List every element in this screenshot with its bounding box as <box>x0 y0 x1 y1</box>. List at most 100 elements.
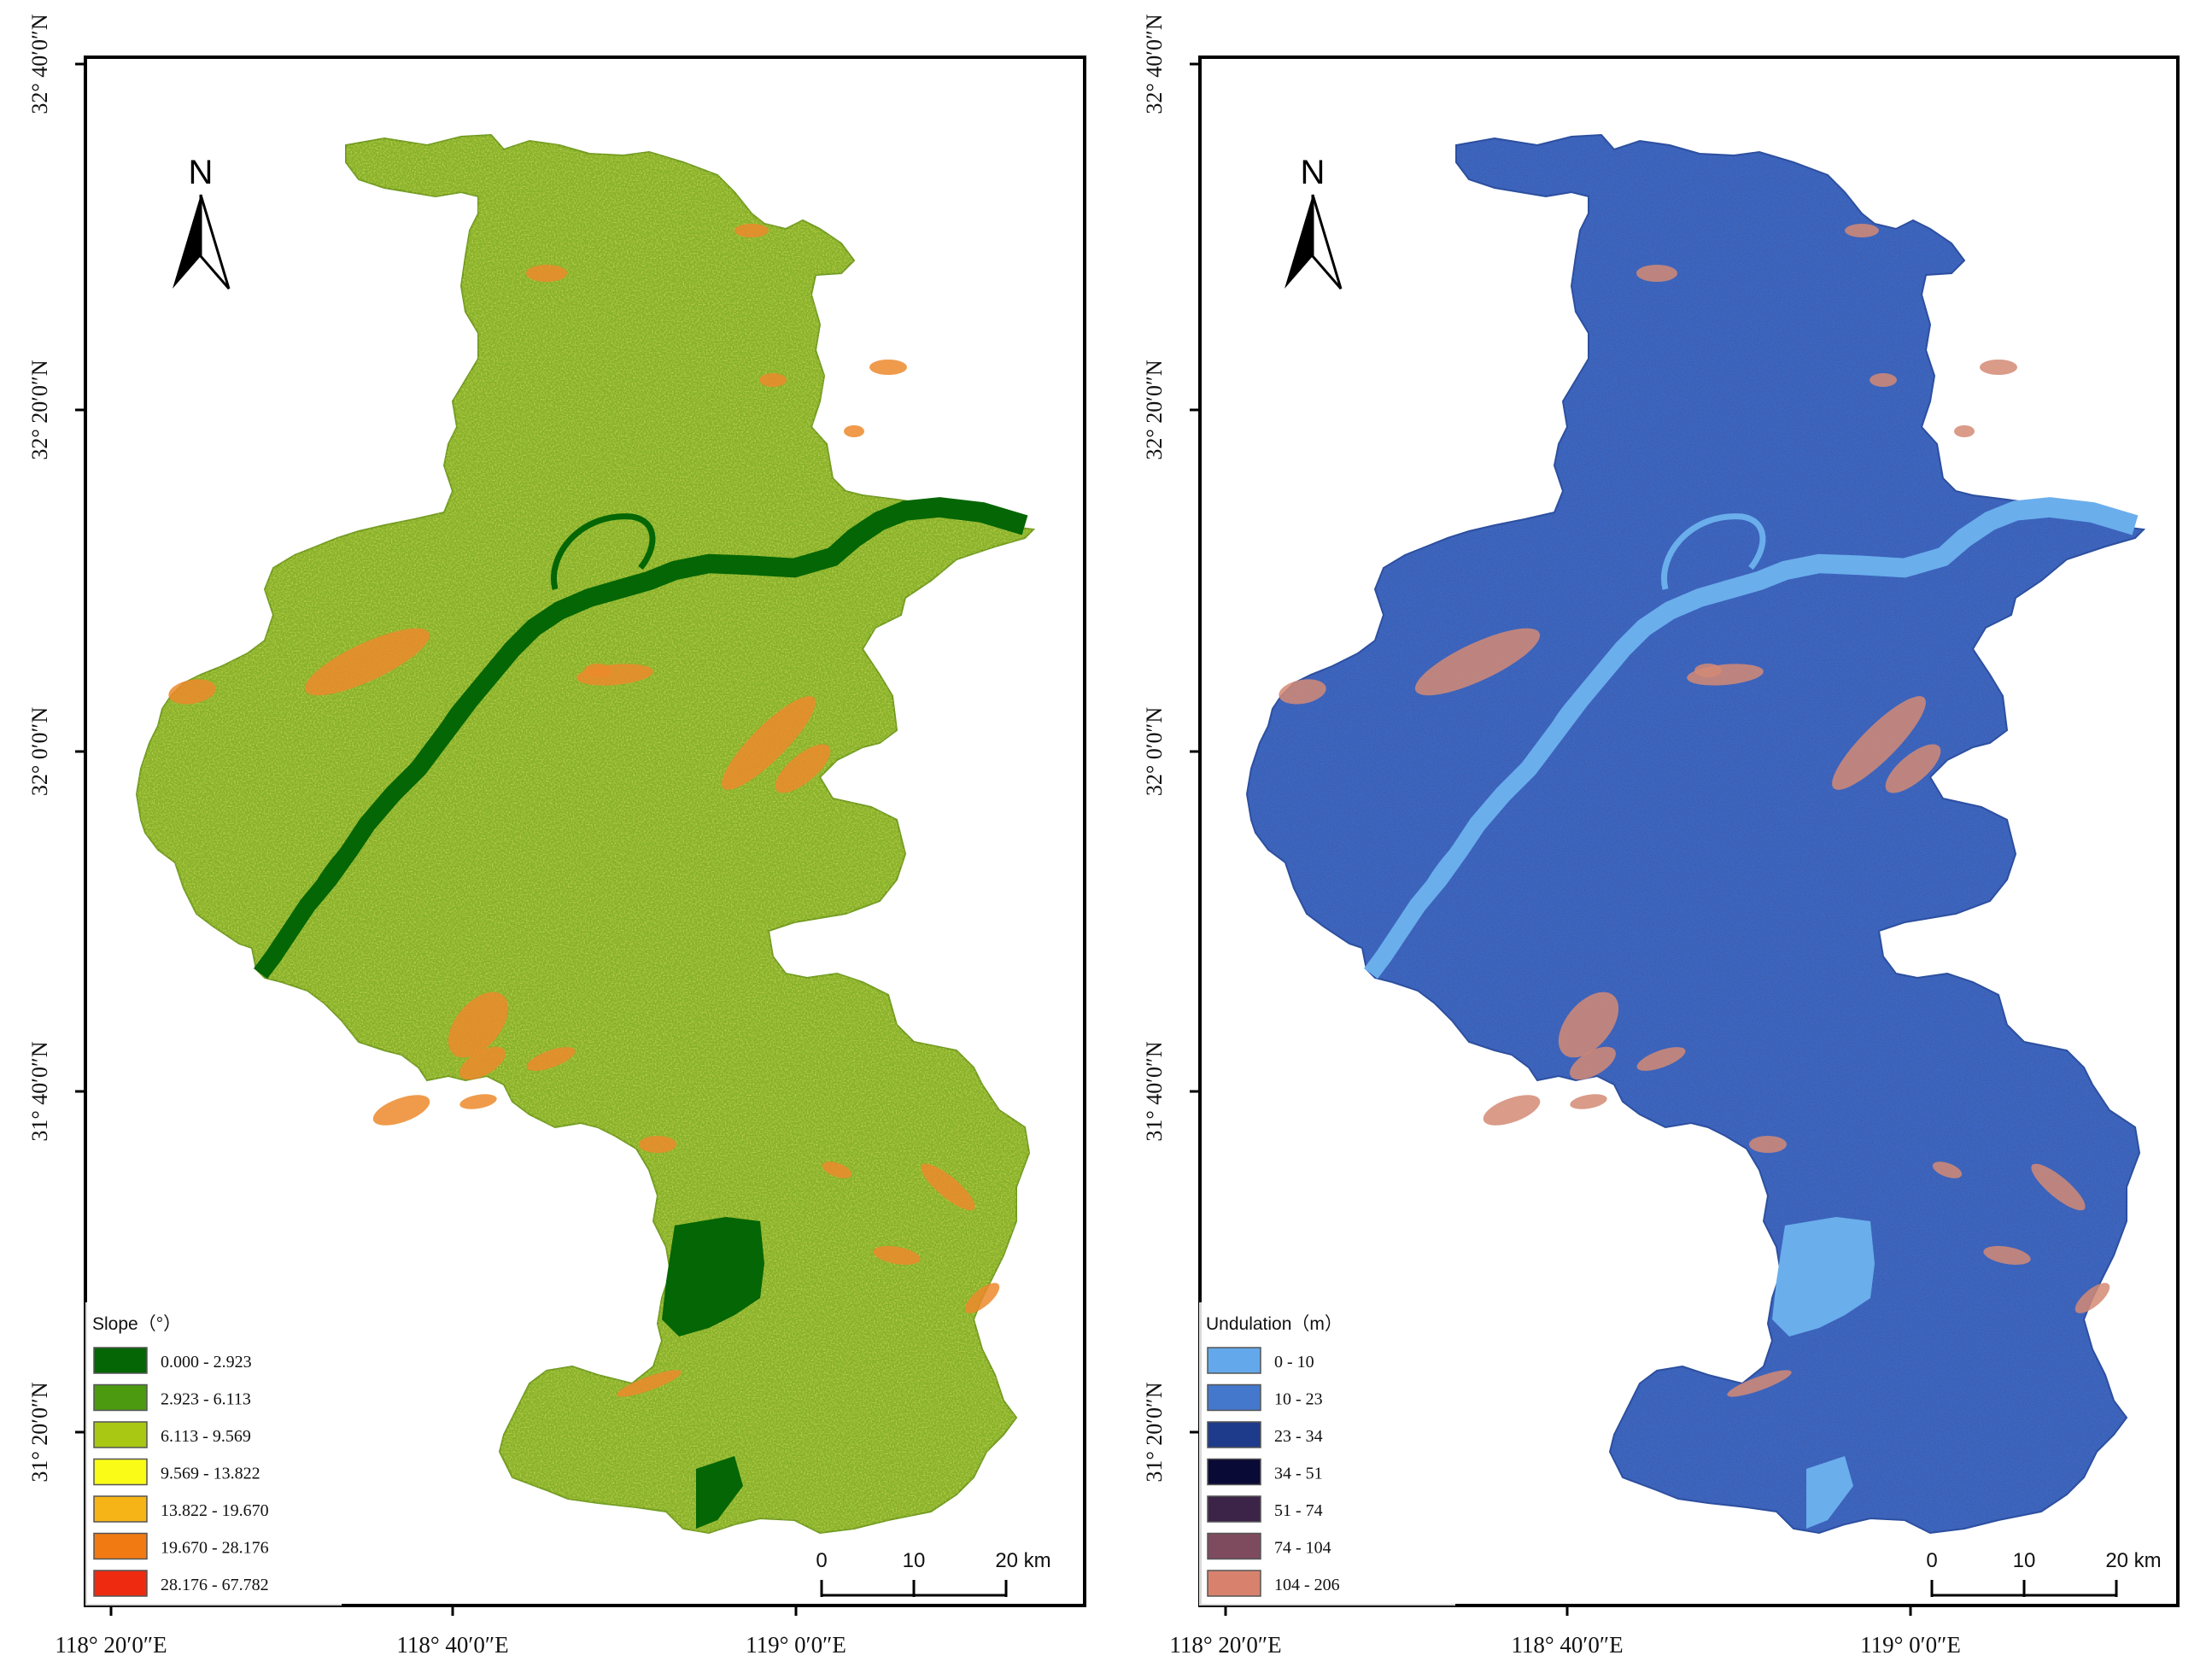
high-zone <box>873 1246 921 1265</box>
high-zone <box>844 425 864 437</box>
high-zone <box>2074 1283 2110 1313</box>
high-zone <box>304 628 430 696</box>
lat-label: 31° 40′0″N <box>1142 1041 1167 1141</box>
scale-bar: 0 10 20 km <box>1926 1549 2162 1597</box>
legend-swatch <box>1207 1570 1261 1597</box>
terrain-texture <box>137 135 1033 1533</box>
scale-label: 10 <box>903 1549 926 1572</box>
scale-label: 0 <box>816 1549 827 1572</box>
north-arrow: N <box>1284 154 1343 290</box>
lon-label: 118° 40′0″E <box>396 1632 508 1658</box>
legend-swatch <box>1207 1421 1261 1448</box>
high-zone <box>964 1283 1000 1313</box>
legend-item-label: 6.113 - 9.569 <box>161 1427 251 1446</box>
lon-label: 119° 0′0″E <box>1860 1632 1961 1658</box>
scale-label: 20 km <box>995 1549 1050 1572</box>
lake-small <box>696 1456 743 1529</box>
high-zone <box>759 373 787 387</box>
scale-label: 20 km <box>2105 1549 2161 1572</box>
legend-item-label: 9.569 - 13.822 <box>161 1465 260 1483</box>
legend-swatch <box>1207 1383 1261 1412</box>
lon-label: 119° 0′0″E <box>746 1632 846 1658</box>
high-zone <box>372 1095 430 1126</box>
high-zone <box>459 1094 497 1109</box>
legend-swatch <box>93 1347 148 1374</box>
lake-small <box>1806 1456 1853 1529</box>
study-area <box>1245 133 2146 1535</box>
lat-label: 32° 0′0″N <box>27 707 52 796</box>
lat-label: 32° 20′0″N <box>27 360 52 459</box>
latitude-labels: 32° 40′0″N 32° 20′0″N 32° 0′0″N 31° 40′0″N 3… <box>27 14 85 1483</box>
legend-swatch <box>1207 1495 1261 1523</box>
scale-label: 0 <box>1926 1549 1937 1572</box>
lat-label: 31° 40′0″N <box>27 1041 52 1141</box>
lat-label: 32° 40′0″N <box>27 14 52 114</box>
high-zone <box>869 360 907 375</box>
scale-label: 10 <box>2013 1549 2036 1572</box>
high-zone <box>526 265 567 282</box>
lon-label: 118° 40′0″E <box>1511 1632 1623 1658</box>
high-zone <box>722 696 816 790</box>
high-zone <box>1870 373 1897 387</box>
legend-swatch <box>93 1458 148 1486</box>
high-zone <box>1832 696 1926 790</box>
high-zone <box>1558 991 1619 1058</box>
latitude-labels: 32° 40′0″N 32° 20′0″N 32° 0′0″N 31° 40′0″N 3… <box>1142 14 1200 1483</box>
high-zone <box>1983 1246 2031 1265</box>
high-undulation-zones <box>1279 224 2110 1397</box>
legend-swatch <box>93 1570 148 1597</box>
legend-item-label: 13.822 - 19.670 <box>161 1501 269 1520</box>
high-zone <box>1727 1370 1792 1397</box>
lat-label: 32° 20′0″N <box>1142 360 1167 459</box>
high-zone <box>775 744 831 793</box>
north-arrow: N <box>173 154 231 290</box>
lake <box>662 1217 764 1337</box>
river-channel <box>287 513 656 941</box>
lon-label: 118° 20′0″E <box>1169 1632 1281 1658</box>
study-area <box>135 133 1036 1535</box>
high-zone <box>1954 425 1975 437</box>
high-zone <box>617 1370 682 1397</box>
legend-swatch <box>1207 1532 1261 1560</box>
lat-label: 31° 20′0″N <box>27 1382 52 1482</box>
high-zone <box>1845 224 1879 237</box>
legend-item-label: 10 - 23 <box>1274 1390 1323 1409</box>
north-arrow-left-half <box>1284 195 1313 289</box>
legend-swatch <box>1207 1458 1261 1486</box>
north-label: N <box>1301 154 1325 191</box>
legend-swatch <box>93 1532 148 1560</box>
high-zone <box>1483 1095 1541 1126</box>
high-zone <box>1636 265 1677 282</box>
legend-item-label: 0 - 10 <box>1274 1353 1314 1372</box>
slope-map-panel: 32° 40′0″N 32° 20′0″N 32° 0′0″N 31° 40′0″N 3… <box>27 14 1086 1658</box>
north-arrow-right-half <box>1311 194 1343 290</box>
north-arrow-right-half <box>199 194 231 290</box>
legend-swatch <box>93 1495 148 1523</box>
high-zone <box>1932 1161 1963 1179</box>
legend-item-label: 0.000 - 2.923 <box>161 1353 252 1372</box>
high-zone <box>526 1047 576 1071</box>
high-zone <box>1636 1047 1686 1071</box>
undulation-legend: Undulation（m） 0 - 10 10 - 23 23 - 34 34 - 51… <box>1199 1302 1455 1606</box>
high-zone <box>1980 360 2017 375</box>
legend-swatch <box>93 1421 148 1448</box>
undulation-map-panel: 32° 40′0″N 32° 20′0″N 32° 0′0″N 31° 40′0″N 3… <box>1142 14 2180 1658</box>
terrain-texture <box>1247 135 2144 1533</box>
legend-item-label: 74 - 104 <box>1274 1539 1331 1558</box>
legend-item-label: 19.670 - 28.176 <box>161 1539 269 1558</box>
high-zone <box>1694 664 1722 677</box>
scale-bar: 0 10 20 km <box>816 1549 1051 1597</box>
lon-label: 118° 20′0″E <box>55 1632 167 1658</box>
high-zone <box>168 679 216 705</box>
legend-swatch <box>1207 1347 1261 1374</box>
north-arrow-left-half <box>173 195 201 289</box>
north-label: N <box>189 154 214 191</box>
legend-item-label: 28.176 - 67.782 <box>161 1576 269 1594</box>
high-zone <box>584 664 612 677</box>
high-zone <box>1885 744 1941 793</box>
lake <box>1772 1217 1875 1337</box>
lat-label: 32° 0′0″N <box>1142 707 1167 796</box>
high-zone <box>1570 1094 1607 1109</box>
high-zone <box>1414 628 1541 696</box>
